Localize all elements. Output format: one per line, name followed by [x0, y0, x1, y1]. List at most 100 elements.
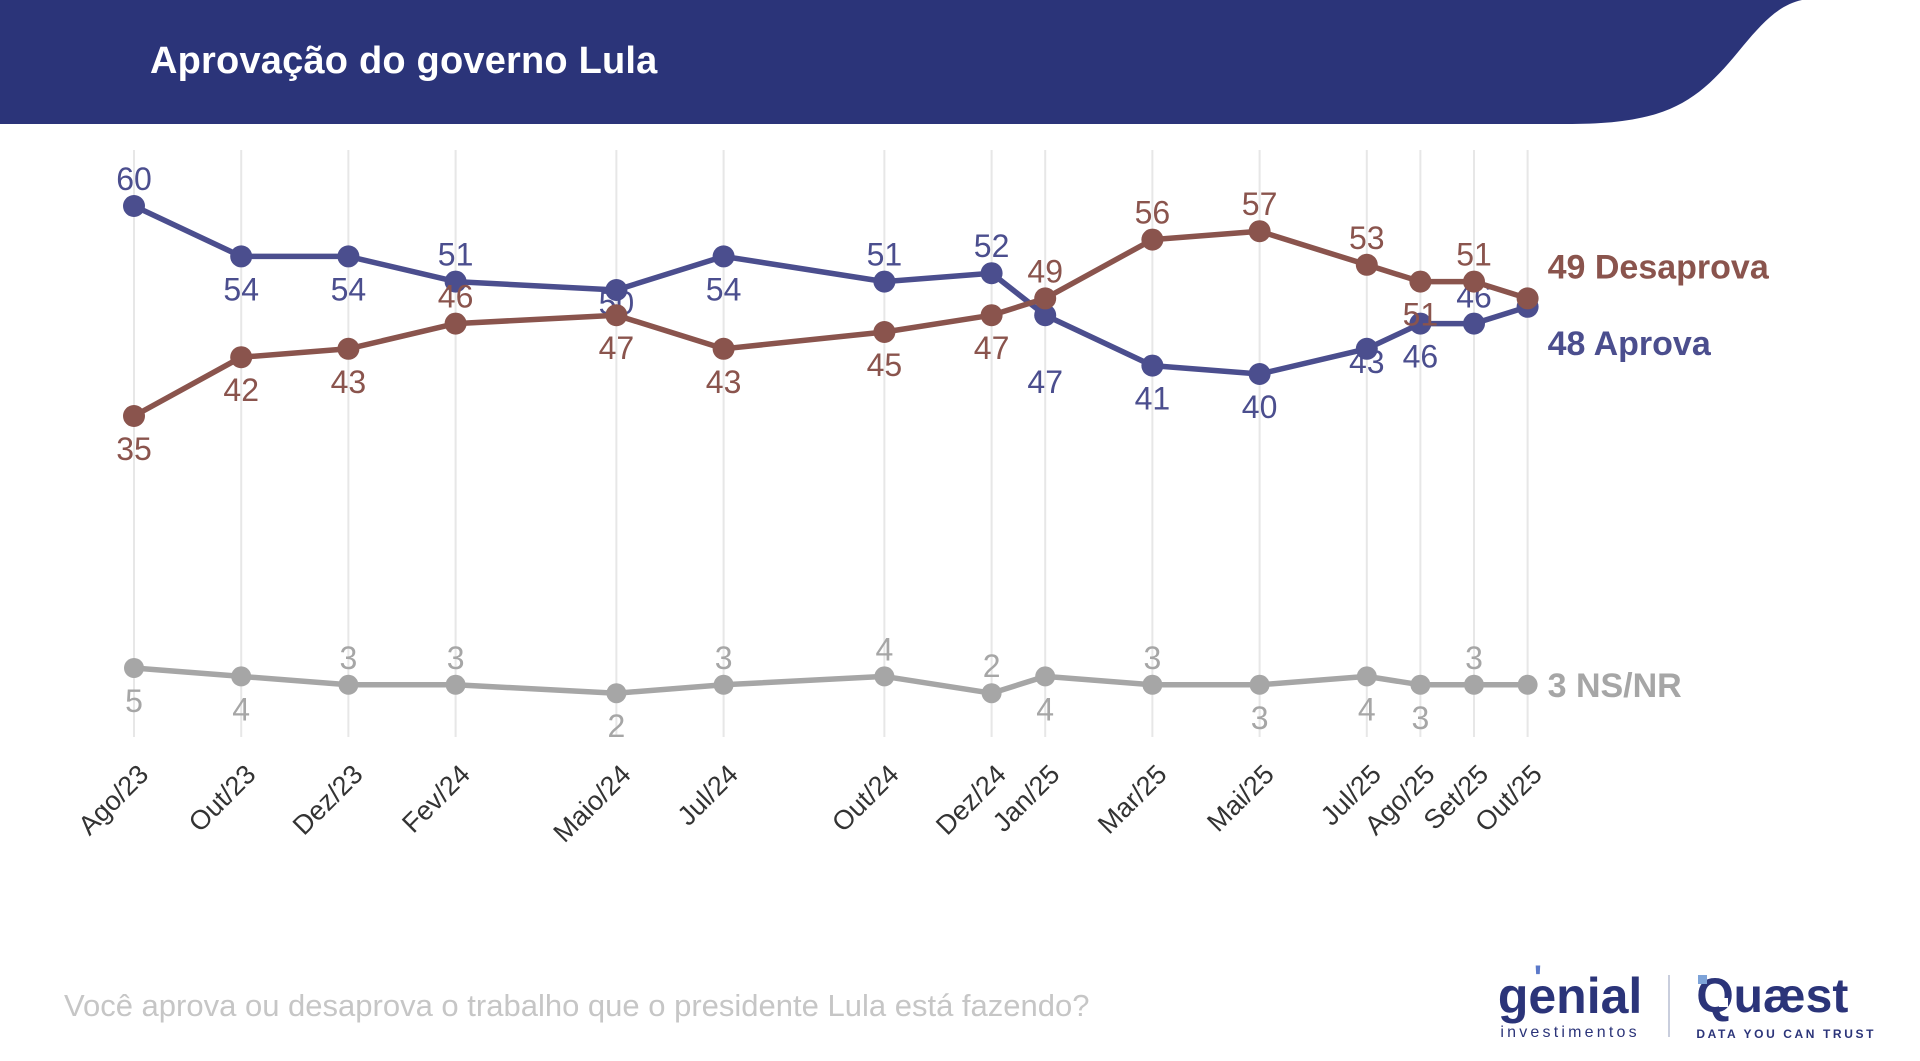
data-point-aprova-Set/25 — [1463, 312, 1485, 335]
value-label-desaprova-Set/25: 51 — [1456, 237, 1492, 273]
quaest-tagline: DATA YOU CAN TRUST — [1696, 1026, 1876, 1041]
data-point-nsnr-Maio/24 — [606, 683, 627, 704]
x-axis-label-Dez/23: Dez/23 — [287, 759, 369, 841]
data-point-desaprova-Out/25 — [1516, 287, 1539, 310]
data-point-desaprova-Jul/25 — [1355, 253, 1378, 276]
data-point-aprova-Maio/24 — [605, 279, 628, 301]
x-axis-label-Fev/24: Fev/24 — [396, 759, 476, 839]
x-axis-label-Mai/25: Mai/25 — [1201, 759, 1280, 838]
data-point-aprova-Dez/24 — [980, 262, 1003, 285]
data-point-nsnr-Out/25 — [1517, 674, 1538, 695]
quaest-logo: Quæst DATA YOU CAN TRUST — [1696, 969, 1876, 1041]
value-label-nsnr-Dez/23: 3 — [340, 640, 358, 676]
value-label-nsnr-Ago/23: 5 — [125, 683, 143, 719]
value-label-desaprova-Out/23: 42 — [223, 372, 259, 408]
data-point-nsnr-Out/23 — [231, 666, 252, 687]
data-point-nsnr-Mar/25 — [1142, 674, 1163, 695]
quaest-logo-text: Quæst — [1696, 969, 1849, 1023]
data-point-desaprova-Jan/25 — [1034, 287, 1057, 310]
approval-line-chart: Ago/23 Out/23 Dez/23 Fev/24 Maio/24 Jul/24 Out… — [73, 150, 1770, 848]
header-banner: Aprovação do governo Lula — [0, 0, 1920, 126]
value-label-aprova-Mai/25: 40 — [1242, 389, 1278, 425]
data-point-aprova-Ago/23 — [123, 195, 145, 217]
value-label-aprova-Dez/24: 52 — [974, 228, 1010, 264]
data-point-aprova-Jul/25 — [1355, 337, 1378, 360]
survey-question: Você aprova ou desaprova o trabalho que … — [64, 988, 1090, 1023]
data-point-aprova-Fev/24 — [444, 270, 467, 293]
quaest-pixel-icon — [1708, 986, 1718, 996]
data-point-nsnr-Dez/23 — [338, 674, 359, 695]
data-point-aprova-Dez/23 — [337, 245, 360, 268]
value-label-desaprova-Fev/24: 46 — [438, 279, 474, 315]
data-point-nsnr-Fev/24 — [445, 674, 466, 695]
x-axis-label-Out/24: Out/24 — [826, 759, 905, 838]
data-point-nsnr-Jan/25 — [1035, 666, 1056, 687]
series-end-label-desaprova: 49 Desaprova — [1548, 248, 1770, 286]
genial-accent-icon: ' — [1533, 959, 1542, 997]
data-point-nsnr-Set/25 — [1464, 674, 1484, 695]
header-swoosh — [0, 0, 1802, 124]
value-label-desaprova-Jul/24: 43 — [706, 364, 742, 400]
value-label-desaprova-Ago/23: 35 — [116, 431, 152, 467]
value-label-aprova-Fev/24: 51 — [438, 237, 474, 273]
data-point-desaprova-Maio/24 — [605, 304, 628, 327]
value-label-desaprova-Maio/24: 47 — [599, 330, 635, 366]
value-label-aprova-Jul/24: 54 — [706, 271, 742, 307]
genial-logo-text: genial — [1497, 968, 1643, 1024]
data-point-desaprova-Dez/23 — [337, 337, 360, 360]
value-label-desaprova-Dez/24: 47 — [974, 330, 1010, 366]
data-point-aprova-Out/23 — [230, 245, 253, 268]
value-label-aprova-Dez/23: 54 — [331, 271, 367, 307]
data-point-desaprova-Dez/24 — [980, 304, 1003, 327]
genial-logo: ' genial investimentos — [1497, 961, 1643, 1041]
value-label-nsnr-Out/24: 4 — [876, 631, 894, 667]
data-point-nsnr-Jul/25 — [1356, 666, 1377, 687]
value-label-aprova-Out/23: 54 — [223, 271, 259, 307]
genial-logo-subtitle: investimentos — [1500, 1024, 1640, 1041]
data-point-aprova-Out/24 — [873, 270, 896, 293]
value-label-desaprova-Dez/23: 43 — [331, 364, 367, 400]
value-label-nsnr-Dez/24: 2 — [983, 648, 1001, 684]
value-label-nsnr-Ago/25: 3 — [1412, 700, 1430, 736]
value-label-aprova-Out/24: 51 — [867, 237, 903, 273]
value-label-desaprova-Mar/25: 56 — [1135, 195, 1171, 231]
data-point-aprova-Ago/25 — [1409, 312, 1432, 335]
x-axis-label-Maio/24: Maio/24 — [548, 759, 637, 848]
branding-logos: ' genial investimentos Quæst DATA YOU CA… — [1497, 961, 1876, 1041]
value-label-nsnr-Out/23: 4 — [232, 691, 250, 727]
data-point-nsnr-Dez/24 — [981, 683, 1002, 704]
value-label-desaprova-Jan/25: 49 — [1027, 253, 1063, 289]
value-label-desaprova-Ago/25: 51 — [1403, 297, 1439, 333]
quaest-pixel-icon — [1698, 974, 1708, 984]
value-label-nsnr-Jul/24: 3 — [715, 640, 733, 676]
value-label-desaprova-Out/24: 45 — [867, 347, 903, 383]
data-point-desaprova-Ago/25 — [1409, 270, 1432, 293]
value-label-aprova-Ago/25: 46 — [1403, 339, 1439, 375]
value-label-aprova-Jan/25: 47 — [1027, 364, 1063, 400]
x-axis-label-Jul/24: Jul/24 — [672, 759, 744, 831]
data-point-nsnr-Jul/24 — [713, 674, 734, 695]
data-point-nsnr-Ago/23 — [124, 658, 144, 678]
value-label-nsnr-Jul/25: 4 — [1358, 691, 1376, 727]
data-point-aprova-Mar/25 — [1141, 354, 1164, 377]
series-end-label-nsnr: 3 NS/NR — [1548, 667, 1682, 705]
data-point-desaprova-Mai/25 — [1248, 220, 1271, 243]
page-title: Aprovação do governo Lula — [150, 40, 658, 82]
value-label-nsnr-Jan/25: 4 — [1036, 691, 1054, 727]
value-label-desaprova-Jul/25: 53 — [1349, 220, 1385, 256]
x-axis-label-Out/23: Out/23 — [183, 759, 262, 838]
data-point-nsnr-Ago/25 — [1410, 674, 1431, 695]
x-axis-label-Ago/23: Ago/23 — [73, 759, 155, 841]
logo-divider — [1668, 975, 1671, 1037]
data-point-desaprova-Out/23 — [230, 346, 253, 369]
value-label-aprova-Ago/23: 60 — [116, 161, 152, 197]
data-point-desaprova-Fev/24 — [444, 312, 467, 335]
data-point-desaprova-Mar/25 — [1141, 228, 1164, 251]
value-label-nsnr-Set/25: 3 — [1465, 640, 1483, 676]
data-point-desaprova-Out/24 — [873, 321, 896, 343]
data-point-nsnr-Mai/25 — [1249, 674, 1270, 695]
series-end-label-aprova: 48 Aprova — [1548, 325, 1712, 363]
value-label-aprova-Mar/25: 41 — [1135, 381, 1171, 417]
data-point-aprova-Jul/24 — [712, 245, 735, 268]
